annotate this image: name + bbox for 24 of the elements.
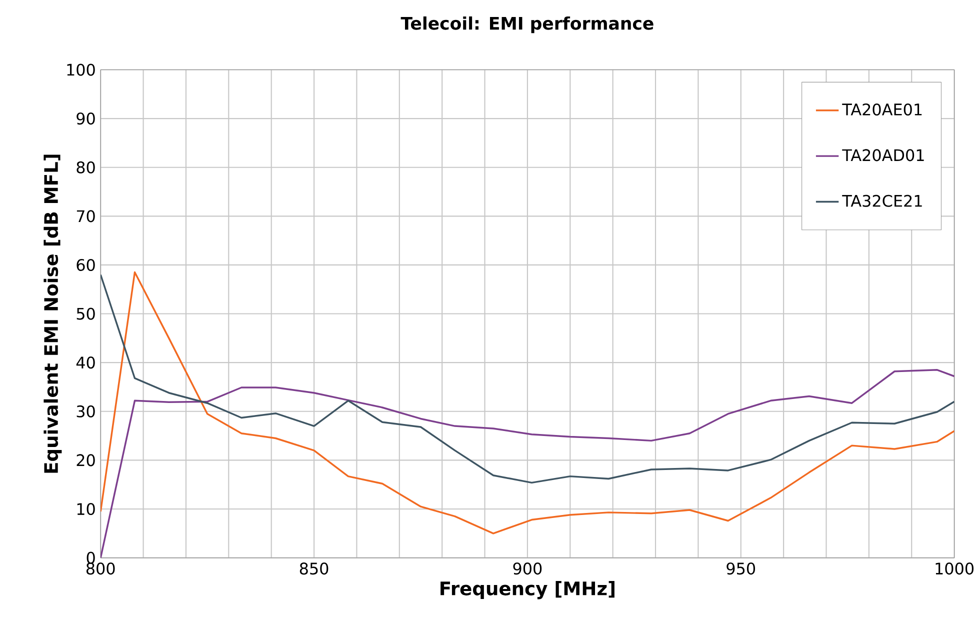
y-tick-label: 10 xyxy=(77,503,95,516)
y-tick-label: 80 xyxy=(76,162,95,174)
y-tick-label: 20 xyxy=(76,454,95,466)
x-tick-label: 1000 xyxy=(936,562,974,575)
y-tick-label: 70 xyxy=(76,210,95,222)
line-series xyxy=(100,274,954,484)
y-axis-title: Equivalent EMI Noise [dB MFL] xyxy=(44,154,62,473)
y-tick-label: 50 xyxy=(76,308,95,320)
x-axis-title: Frequency [MHz] xyxy=(440,581,614,600)
y-tick-label: 40 xyxy=(76,356,95,369)
legend-label: TA20AD01 xyxy=(842,149,924,162)
x-tick-label: 950 xyxy=(726,562,756,575)
y-tick-label: 100 xyxy=(67,64,95,76)
legend-label: TA20AE01 xyxy=(842,104,922,116)
x-tick-label: 850 xyxy=(300,562,328,575)
legend-label: TA32CE21 xyxy=(842,195,922,208)
chart-title: Telecoil: EMI performance xyxy=(400,16,654,34)
x-tick-label: 800 xyxy=(86,562,115,575)
y-tick-label: 30 xyxy=(76,406,95,418)
x-tick-label: 900 xyxy=(513,562,542,575)
y-tick-label: 90 xyxy=(76,112,95,125)
line-series xyxy=(100,369,954,558)
y-tick-label: 60 xyxy=(76,259,95,272)
line-series xyxy=(100,272,954,534)
